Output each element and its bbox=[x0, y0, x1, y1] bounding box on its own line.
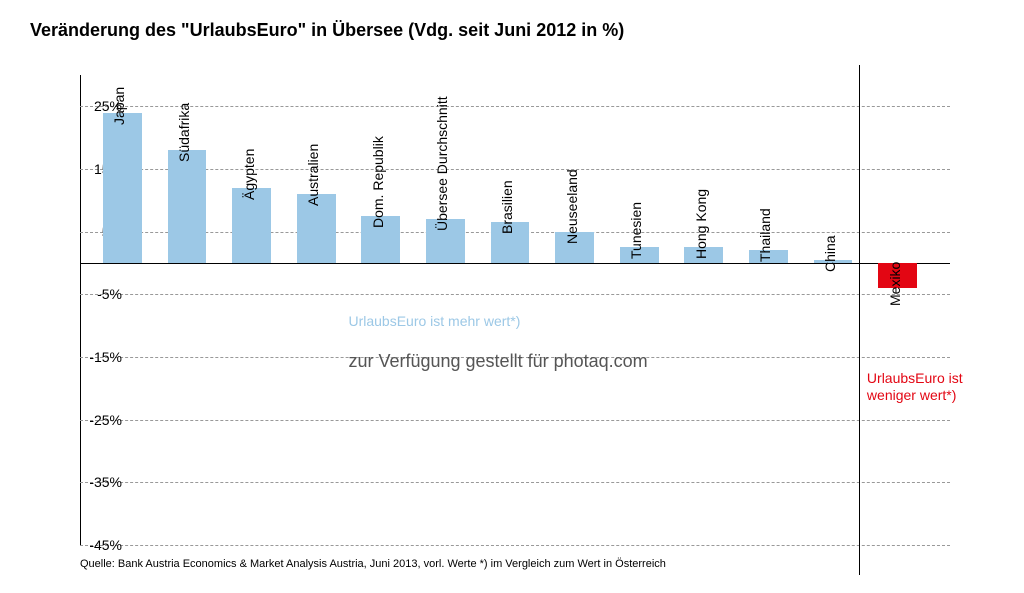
grid-line bbox=[80, 169, 950, 170]
plot-area: -45%-35%-25%-15%-5%5%15%25%JapanSüdafrik… bbox=[80, 75, 950, 545]
watermark: zur Verfügung gestellt für photaq.com bbox=[348, 351, 647, 372]
bar bbox=[103, 113, 142, 263]
bar-label: China bbox=[822, 235, 838, 272]
bar-label: Übersee Durchschnitt bbox=[434, 97, 450, 232]
bar bbox=[168, 150, 207, 263]
zero-line bbox=[80, 263, 950, 264]
chart-title: Veränderung des "UrlaubsEuro" in Übersee… bbox=[30, 20, 1000, 41]
y-tick-label: -25% bbox=[62, 412, 122, 428]
grid-line bbox=[80, 482, 950, 483]
bar-label: Dom. Republik bbox=[370, 136, 386, 228]
bar-label: Hong Kong bbox=[693, 189, 709, 259]
bar-label: Südafrika bbox=[176, 103, 192, 162]
bar-label: Neuseeland bbox=[564, 169, 580, 244]
source-line: Quelle: Bank Austria Economics & Market … bbox=[80, 558, 666, 570]
bar-label: Australien bbox=[305, 144, 321, 206]
y-tick-label: -15% bbox=[62, 349, 122, 365]
bar-label: Brasilien bbox=[499, 181, 515, 235]
y-tick-label: -35% bbox=[62, 474, 122, 490]
grid-line bbox=[80, 294, 950, 295]
separator-line bbox=[859, 65, 860, 575]
annotation-positive: UrlaubsEuro ist mehr wert*) bbox=[348, 313, 520, 329]
bar-label: Mexiko bbox=[887, 262, 903, 306]
bar-label: Tunesien bbox=[628, 202, 644, 259]
grid-line bbox=[80, 106, 950, 107]
grid-line bbox=[80, 545, 950, 546]
y-tick-label: -5% bbox=[62, 286, 122, 302]
bar-label: Japan bbox=[111, 86, 127, 124]
chart-container: Veränderung des "UrlaubsEuro" in Übersee… bbox=[30, 20, 1000, 570]
grid-line bbox=[80, 420, 950, 421]
bar-label: Thailand bbox=[757, 209, 773, 263]
bar-label: Ägypten bbox=[241, 148, 257, 199]
annotation-negative: UrlaubsEuro ist weniger wert*) bbox=[867, 370, 967, 405]
y-tick-label: -45% bbox=[62, 537, 122, 553]
